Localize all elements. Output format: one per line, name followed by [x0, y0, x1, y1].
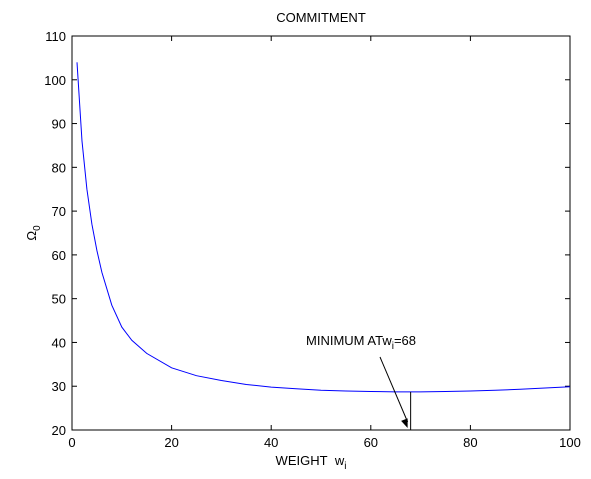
y-tick-label-70: 70: [52, 204, 66, 219]
y-tick-label-30: 30: [52, 379, 66, 394]
annotation-subscript: i: [392, 341, 394, 352]
y-tick-label-80: 80: [52, 160, 66, 175]
y-tick-label-110: 110: [45, 29, 66, 44]
y-axis-label-subscript: 0: [32, 225, 43, 231]
minimum-annotation: MINIMUM ATwi=68: [306, 333, 416, 430]
y-tick-label-20: 20: [52, 423, 66, 438]
x-tick-label-60: 60: [364, 435, 378, 450]
y-axis-label-symbol: Ω: [24, 231, 39, 241]
plot-area-frame: [71, 35, 571, 431]
x-axis-label: WEIGHT wi: [276, 453, 347, 472]
annotation-symbol: w: [381, 333, 392, 348]
annotation-arrow-head: [401, 418, 408, 428]
x-tick-label-0: 0: [68, 435, 75, 450]
y-tick-label-60: 60: [52, 248, 66, 263]
x-axis-ticks: 0 20 40 60 80 100: [68, 36, 581, 450]
y-tick-label-90: 90: [52, 117, 66, 132]
y-tick-label-40: 40: [52, 335, 66, 350]
x-axis-label-symbol: w: [334, 453, 345, 468]
y-axis-ticks: 20 30 40 50 60 70 80 90 100 110: [44, 29, 570, 438]
annotation-arrow-line: [379, 356, 409, 423]
x-tick-label-20: 20: [164, 435, 178, 450]
y-axis-label: Ω0: [24, 225, 43, 241]
x-tick-label-80: 80: [463, 435, 477, 450]
x-axis-label-subscript: i: [344, 461, 346, 472]
y-tick-label-50: 50: [52, 292, 66, 307]
annotation-prefix: MINIMUM AT: [306, 333, 383, 348]
y-tick-label-100: 100: [44, 73, 66, 88]
minimum-annotation-text: MINIMUM ATwi=68: [306, 333, 416, 352]
omega-curve-line: [76, 62, 571, 393]
x-tick-label-100: 100: [559, 435, 581, 450]
x-tick-label-40: 40: [264, 435, 278, 450]
x-axis-label-text: WEIGHT: [276, 453, 328, 468]
chart-title: COMMITMENT: [276, 10, 366, 25]
annotation-suffix: =68: [394, 333, 416, 348]
